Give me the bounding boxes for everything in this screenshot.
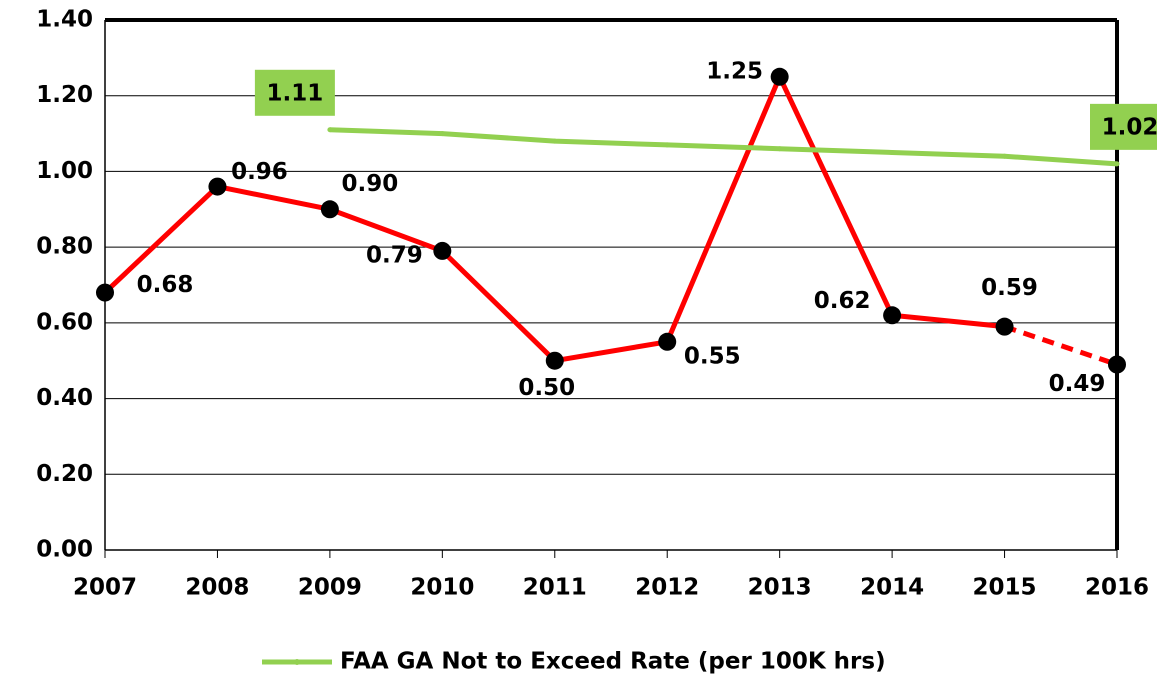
data-label: 0.55 <box>684 343 741 369</box>
marker <box>658 332 677 351</box>
data-label: 0.50 <box>518 375 575 401</box>
x-tick-label: 2016 <box>1085 575 1149 601</box>
data-label: 0.90 <box>342 171 399 197</box>
data-label: 0.96 <box>231 159 288 185</box>
marker <box>96 283 114 302</box>
data-line <box>329 127 1118 167</box>
x-tick-label: 2014 <box>860 575 924 601</box>
x-tick-label: 2011 <box>523 575 587 601</box>
y-tick-label: 0.40 <box>36 385 93 411</box>
y-tick-label: 0.60 <box>36 309 93 335</box>
marker <box>545 351 564 370</box>
x-tick-label: 2013 <box>748 575 812 601</box>
y-tick-label: 1.40 <box>36 7 93 33</box>
data-line-dashed <box>1003 324 1118 367</box>
marker <box>770 67 789 86</box>
y-tick-label: 0.00 <box>36 537 93 563</box>
data-label-box <box>1090 103 1157 150</box>
y-tick-label: 0.80 <box>36 234 93 260</box>
marker <box>995 317 1014 336</box>
legend-label: FAA GA Not to Exceed Rate (per 100K hrs) <box>340 649 886 675</box>
x-tick-label: 2009 <box>298 575 362 601</box>
data-label: 0.59 <box>981 275 1038 301</box>
data-label: 0.79 <box>366 242 423 268</box>
data-label-box <box>254 69 335 116</box>
marker <box>327 127 333 133</box>
data-label: 1.25 <box>706 58 763 84</box>
data-line <box>103 74 1005 364</box>
marker <box>1108 355 1126 374</box>
y-tick-label: 0.20 <box>36 461 93 487</box>
data-label: 1.02 <box>1102 114 1157 140</box>
data-label: 0.68 <box>137 272 194 298</box>
x-tick-label: 2012 <box>635 575 699 601</box>
x-tick-label: 2007 <box>73 575 137 601</box>
data-label: 0.62 <box>814 288 871 314</box>
x-tick-label: 2015 <box>973 575 1037 601</box>
marker <box>883 306 902 325</box>
marker <box>433 241 452 260</box>
marker <box>889 150 895 155</box>
marker <box>552 138 558 144</box>
marker <box>439 131 445 137</box>
marker <box>1002 153 1008 159</box>
x-tick-label: 2008 <box>185 575 249 601</box>
x-tick-label: 2010 <box>410 575 474 601</box>
y-tick-label: 1.20 <box>36 82 93 108</box>
marker <box>208 177 227 196</box>
marker <box>777 146 783 152</box>
marker <box>320 200 339 219</box>
marker <box>664 142 670 148</box>
legend-marker <box>294 659 300 665</box>
data-label: 1.11 <box>267 80 324 106</box>
y-tick-label: 1.00 <box>36 158 93 184</box>
data-label: 0.49 <box>1049 371 1106 397</box>
marker <box>1114 161 1120 167</box>
